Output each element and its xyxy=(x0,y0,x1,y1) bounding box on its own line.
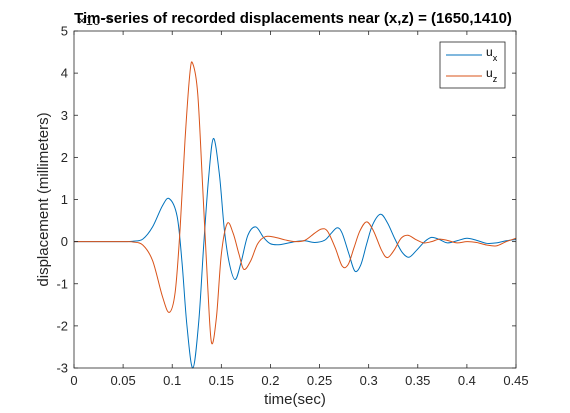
series-layer xyxy=(73,61,517,369)
y-tick-label: 0 xyxy=(61,234,68,249)
chart-title: Tim-series of recorded displacements nea… xyxy=(74,10,512,27)
y-tick-label: -3 xyxy=(56,361,68,376)
y-tick-label: -1 xyxy=(56,276,68,291)
y-tick-label: -2 xyxy=(56,318,68,333)
legend-box xyxy=(439,41,506,89)
y-tick-label: 3 xyxy=(61,108,68,123)
y-tick-label: 1 xyxy=(61,192,68,207)
series-line-ux xyxy=(73,137,517,369)
legend-label-ux-sub: x xyxy=(493,53,498,63)
y-ticks: -3 -2 -1 0 1 2 3 4 5 xyxy=(56,24,516,376)
x-tick-label: 0.2 xyxy=(261,373,279,388)
legend-label-ux-main: u xyxy=(486,45,493,59)
x-tick-label: 0 xyxy=(70,373,77,388)
legend-label-uz: uz xyxy=(486,66,498,84)
x-tick-label: 0.35 xyxy=(405,373,430,388)
legend-label-uz-sub: z xyxy=(493,74,498,84)
y-axis-label: displacement (millimeters) xyxy=(35,112,52,286)
y-tick-label: 2 xyxy=(61,150,68,165)
x-tick-label: 0.25 xyxy=(307,373,332,388)
x-tick-label: 0.15 xyxy=(209,373,234,388)
x-ticks: 0 0.05 0.1 0.15 0.2 0.25 0.3 0.35 0.4 0.45 xyxy=(70,31,529,388)
legend: ux uz xyxy=(439,41,506,89)
x-axis-label: time(sec) xyxy=(264,391,326,408)
legend-label-ux: ux xyxy=(486,45,498,63)
x-tick-label: 0.05 xyxy=(110,373,135,388)
x-tick-label: 0.4 xyxy=(458,373,476,388)
x-tick-label: 0.45 xyxy=(503,373,528,388)
series-line-uz xyxy=(73,61,517,345)
x-tick-label: 0.1 xyxy=(163,373,181,388)
legend-label-uz-main: u xyxy=(486,66,493,80)
y-tick-label: 4 xyxy=(61,66,68,81)
x-tick-label: 0.3 xyxy=(360,373,378,388)
y-exponent-label: ×10⁻⁶ xyxy=(78,13,112,28)
y-tick-label: 5 xyxy=(61,24,68,39)
